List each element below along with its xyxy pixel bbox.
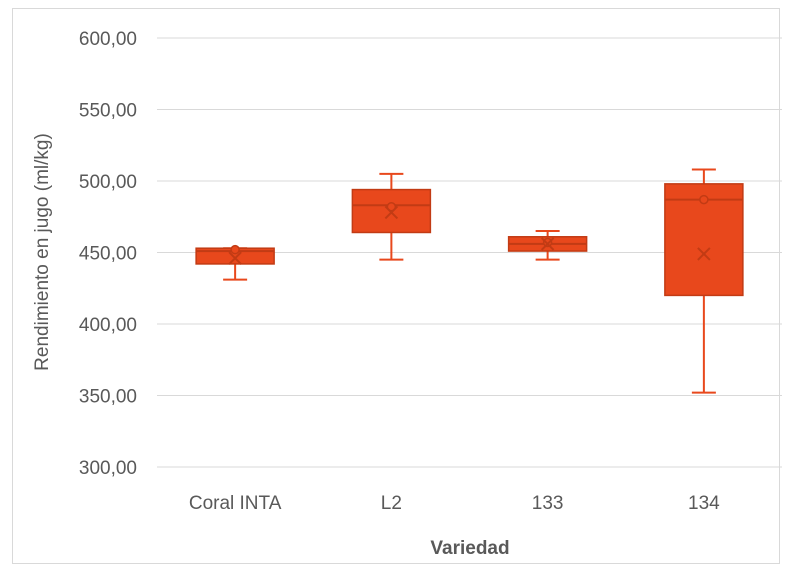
x-tick-label: L2 [381, 493, 402, 514]
box-group [195, 244, 275, 281]
y-axis-title: Rendimiento en jugo (ml/kg) [32, 133, 53, 371]
boxes [195, 168, 744, 394]
data-point [699, 194, 709, 205]
data-point [230, 244, 240, 255]
box-group [507, 230, 588, 261]
x-axis-title: Variedad [430, 538, 509, 559]
y-tick-label: 500,00 [79, 172, 137, 193]
data-point [542, 237, 553, 248]
data-point [386, 201, 397, 212]
y-tick-label: 400,00 [79, 315, 137, 336]
mean-marker [384, 205, 399, 220]
x-tick-label: 133 [532, 493, 564, 514]
y-tick-label: 550,00 [79, 101, 137, 122]
mean-marker [697, 247, 711, 261]
x-tick-labels: Coral INTA L2 133 134 [189, 493, 720, 514]
y-tick-label: 350,00 [79, 387, 137, 408]
mean-marker [228, 251, 242, 265]
x-tick-label: 134 [688, 493, 720, 514]
x-tick-label: Coral INTA [189, 493, 282, 514]
chart-border [12, 8, 780, 564]
y-tick-labels: 300,00 350,00 400,00 450,00 500,00 550,00 600,… [79, 29, 137, 479]
y-tick-label: 450,00 [79, 244, 137, 265]
box-group [351, 172, 432, 261]
y-tick-label: 300,00 [79, 458, 137, 479]
y-tick-label: 600,00 [79, 29, 137, 50]
box-group [664, 168, 744, 394]
mean-marker [540, 237, 555, 251]
